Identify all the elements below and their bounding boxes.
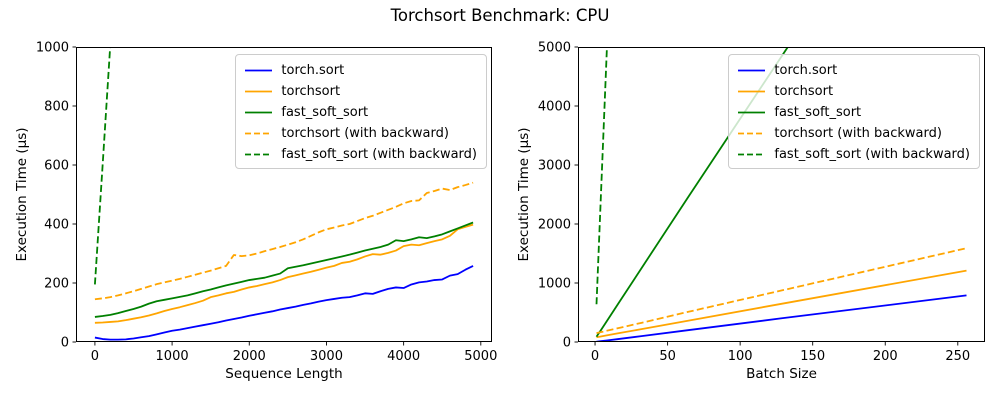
series-line-torchsort-with-backward [94,181,474,301]
legend-label: torch.sort [774,62,838,78]
legend-swatch [245,111,273,113]
legend-swatch [738,153,766,155]
legend-label: fast_soft_sort (with backward) [774,146,970,162]
legend-label: torchsort [774,83,834,99]
y-axis-label: Execution Time (µs) [516,127,532,261]
legend-swatch [245,132,273,134]
x-tick-label: 3000 [310,349,343,364]
legend-label: fast_soft_sort [281,104,369,120]
series-line-fast-soft-sort [94,221,474,318]
x-tick-label: 150 [800,349,825,364]
x-axis-label: Batch Size [746,366,817,382]
plot-svg: 0 50 100 150 200 250 0 1000 2000 3000 4000 5000 Batc… [516,41,985,382]
series-line-torchsort [596,269,967,339]
series-line-torch-sort [94,265,474,341]
legend-label: fast_soft_sort [774,104,862,120]
plot-sequence-length: 0 1000 2000 3000 4000 5000 0 200 400 600 800 1000 Se… [14,41,497,383]
y-tick-label: 800 [44,100,69,115]
legend-swatch [738,90,766,92]
legend-item-fast-soft-sort-with-backward: fast_soft_sort (with backward) [738,145,970,163]
legend-swatch [245,153,273,155]
legend-item-fast-soft-sort: fast_soft_sort [245,103,477,121]
y-tick-label: 200 [44,277,69,292]
legend-item-torchsort: torchsort [738,82,970,100]
x-axis-label: Sequence Length [225,366,342,382]
x-tick-label: 5000 [464,349,497,364]
series-line-torch-sort [596,294,967,342]
legend-label: fast_soft_sort (with backward) [281,146,477,162]
legend-label: torchsort (with backward) [774,125,942,141]
y-tick-label: 2000 [538,218,571,233]
x-tick-label: 100 [728,349,753,364]
y-tick-label: 0 [563,336,571,351]
y-tick-label: 4000 [538,100,571,115]
legend-item-torchsort: torchsort [245,82,477,100]
legend-label: torchsort (with backward) [281,125,449,141]
legend-item-torchsort-with-backward: torchsort (with backward) [738,124,970,142]
x-tick-label: 200 [873,349,898,364]
x-tick-label: 4000 [387,349,420,364]
y-tick-label: 3000 [538,159,571,174]
axes-frame [76,47,492,342]
axes-frame [578,47,985,342]
y-tick-label: 600 [44,159,69,174]
legend-swatch [245,69,273,71]
series-line-torchsort [94,223,474,324]
y-tick-label: 400 [44,218,69,233]
legend-item-fast-soft-sort-with-backward: fast_soft_sort (with backward) [245,145,477,163]
figure-title: Torchsort Benchmark: CPU [390,6,610,25]
series-line-fast-soft-sort-with-backward [94,47,112,285]
legend-item-fast-soft-sort: fast_soft_sort [738,103,970,121]
legend-item-torch-sort: torch.sort [738,61,970,79]
legend-swatch [245,90,273,92]
x-tick-label: 50 [659,349,676,364]
legend-item-torchsort-with-backward: torchsort (with backward) [245,124,477,142]
legend-label: torch.sort [281,62,345,78]
x-tick-label: 0 [591,349,599,364]
legend-item-torch-sort: torch.sort [245,61,477,79]
legend-swatch [738,69,766,71]
series-line-torchsort-with-backward [596,247,967,335]
y-tick-label: 0 [61,336,69,351]
y-axis-label: Execution Time (µs) [14,127,30,261]
x-tick-label: 1000 [156,349,189,364]
y-tick-label: 1000 [538,277,571,292]
y-tick-label: 1000 [36,41,69,56]
legend-label: torchsort [281,83,341,99]
x-tick-label: 0 [91,349,99,364]
legend-swatch [738,111,766,113]
y-tick-label: 5000 [538,41,571,56]
legend-swatch [738,132,766,134]
x-tick-label: 2000 [233,349,266,364]
x-tick-label: 250 [945,349,970,364]
plot-batch-size: 0 50 100 150 200 250 0 1000 2000 3000 4000 5000 Batc… [516,41,985,382]
plot-svg: 0 1000 2000 3000 4000 5000 0 200 400 600 800 1000 Se… [14,41,497,383]
